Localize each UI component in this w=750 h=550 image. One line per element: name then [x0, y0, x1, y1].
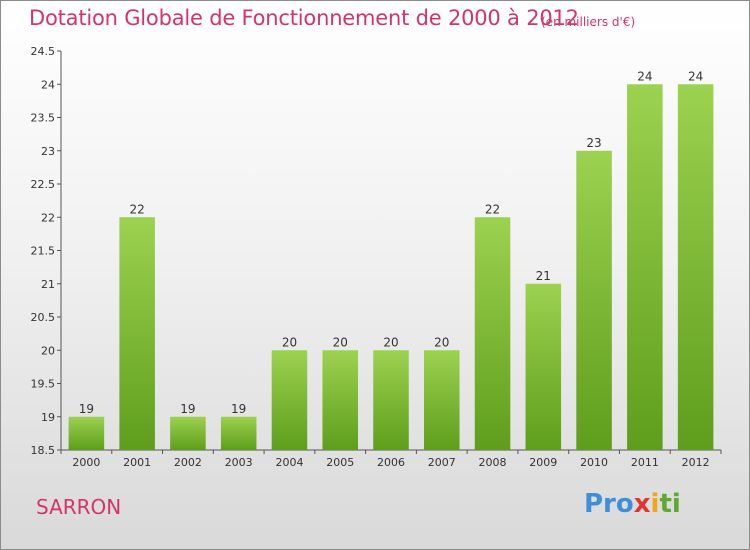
value-label-2005: 20	[333, 335, 348, 349]
value-label-2001: 22	[130, 202, 145, 216]
y-tick-label: 18.5	[31, 444, 56, 457]
chart-subtitle: (en milliers d'€)	[541, 15, 636, 29]
y-tick-label: 21.5	[31, 245, 56, 258]
bar-2010	[576, 150, 612, 450]
bar-2006	[373, 350, 409, 450]
chart-title: Dotation Globale de Fonctionnement de 20…	[29, 6, 579, 30]
value-label-2000: 19	[79, 402, 94, 416]
commune-name: SARRON	[36, 495, 122, 519]
y-tick-label: 19	[41, 411, 55, 424]
x-tick-label-2009: 2009	[529, 456, 557, 469]
y-tick-label: 20	[41, 344, 55, 357]
x-tick-label-2008: 2008	[479, 456, 507, 469]
bar-2000	[68, 416, 105, 450]
logo-part: Pro	[584, 489, 634, 519]
logo-part: x	[633, 489, 651, 519]
bar-2005	[322, 350, 358, 450]
x-tick-label-2005: 2005	[326, 456, 354, 469]
bar-2009	[525, 283, 562, 450]
value-label-2009: 21	[536, 269, 551, 283]
y-tick-label: 23	[41, 145, 55, 158]
x-tick-label-2011: 2011	[631, 456, 659, 469]
x-tick-label-2007: 2007	[428, 456, 456, 469]
x-tick-label-2012: 2012	[682, 456, 710, 469]
x-tick-label-2003: 2003	[225, 456, 253, 469]
bar-2008	[474, 217, 511, 450]
x-tick-label-2006: 2006	[377, 456, 405, 469]
bar-2003	[220, 416, 257, 450]
y-tick-label: 20.5	[31, 311, 56, 324]
value-label-2010: 23	[586, 136, 601, 150]
x-tick-label-2001: 2001	[123, 456, 151, 469]
x-tick-label-2000: 2000	[72, 456, 100, 469]
bar-2002	[170, 416, 206, 450]
value-label-2006: 20	[383, 335, 398, 349]
bar-2004	[271, 350, 308, 450]
logo-part: i	[650, 489, 660, 519]
y-tick-label: 19.5	[31, 378, 56, 391]
bar-2012	[677, 84, 714, 450]
value-label-2003: 19	[231, 402, 246, 416]
bar-2011	[627, 84, 663, 450]
bar-2001	[119, 217, 155, 450]
x-tick-label-2010: 2010	[580, 456, 608, 469]
x-tick-label-2004: 2004	[275, 456, 303, 469]
value-label-2004: 20	[282, 335, 297, 349]
bar-2007	[424, 350, 460, 450]
y-tick-label: 22.5	[31, 178, 56, 191]
value-label-2012: 24	[688, 69, 703, 83]
y-tick-label: 24.5	[31, 45, 56, 58]
y-tick-label: 24	[41, 78, 55, 91]
value-label-2002: 19	[180, 402, 195, 416]
y-tick-label: 21	[41, 278, 55, 291]
proxiti-logo: Proxiti	[584, 489, 681, 519]
y-tick-label: 22	[41, 211, 55, 224]
logo-part: ti	[659, 489, 681, 519]
value-label-2008: 22	[485, 202, 500, 216]
value-label-2007: 20	[434, 335, 449, 349]
y-tick-label: 23.5	[31, 112, 56, 125]
x-tick-label-2002: 2002	[174, 456, 202, 469]
value-label-2011: 24	[637, 69, 652, 83]
